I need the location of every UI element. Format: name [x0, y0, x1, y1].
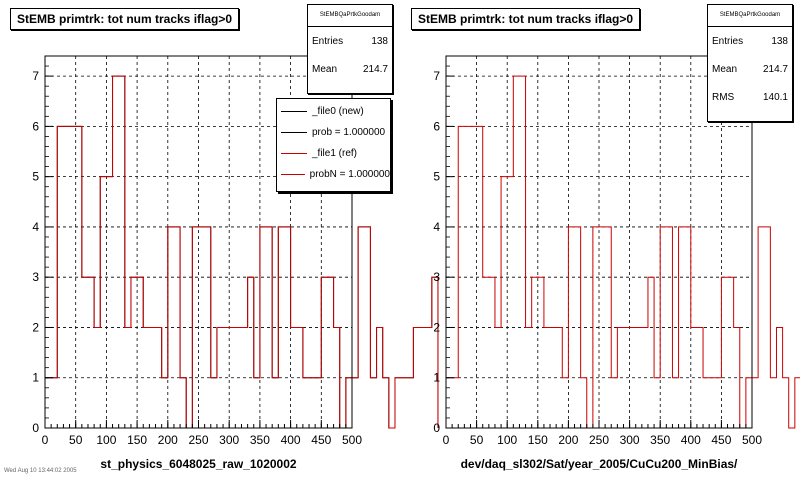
y-tick-label: 6	[32, 119, 39, 133]
x-tick-label: 350	[650, 433, 670, 447]
y-tick-label: 7	[32, 69, 39, 83]
left-stats-mean: Mean 214.7	[312, 63, 388, 75]
legend-label: probN = 1.000000	[309, 169, 390, 180]
y-tick-label: 7	[433, 69, 440, 83]
x-tick-label: 50	[69, 433, 83, 447]
x-tick-label: 150	[127, 433, 147, 447]
right-stats-entries: Entries 138	[712, 35, 788, 47]
x-axis-title: st_physics_6048025_raw_1020002	[100, 457, 296, 471]
x-tick-label: 400	[681, 433, 701, 447]
footer-timestamp: Wed Aug 10 13:44:02 2005	[4, 468, 77, 474]
left-legend: _file0 (new) prob = 1.000000 _file1 (ref) p…	[276, 98, 391, 192]
left-stats-label: StEMBQaPrtkGoodam	[308, 5, 392, 27]
x-tick-label: 450	[711, 433, 731, 447]
left-stats-box: StEMBQaPrtkGoodam Entries 138 Mean 214.7	[307, 4, 393, 94]
x-tick-label: 150	[528, 433, 548, 447]
right-stats-mean: Mean 214.7	[712, 63, 788, 75]
histogram-series	[44, 75, 439, 429]
legend-entry: prob = 1.000000	[277, 122, 390, 143]
x-tick-label: 50	[470, 433, 484, 447]
x-tick-label: 450	[311, 433, 331, 447]
y-tick-label: 3	[433, 270, 440, 284]
x-tick-label: 0	[42, 433, 49, 447]
y-tick-label: 5	[32, 170, 39, 184]
right-stats-box: StEMBQaPrtkGoodam Entries 138 Mean 214.7…	[707, 4, 793, 122]
legend-label: prob = 1.000000	[312, 127, 386, 138]
x-axis-title: dev/daq_sl302/Sat/year_2005/CuCu200_MinB…	[461, 457, 738, 471]
x-tick-label: 100	[96, 433, 116, 447]
y-tick-label: 1	[433, 371, 440, 385]
x-tick-label: 0	[443, 433, 450, 447]
legend-entry: _file1 (ref)	[277, 143, 390, 164]
y-tick-label: 4	[32, 220, 39, 234]
legend-swatch	[281, 132, 307, 133]
legend-label: _file1 (ref)	[312, 148, 358, 159]
histogram-series	[445, 75, 800, 429]
legend-swatch	[281, 174, 305, 175]
x-tick-label: 500	[342, 433, 362, 447]
right-plot: 0 50 100 150 200 250 300 350 400 450 500 0 1 2 3 4 5 6 7 de…	[433, 55, 800, 471]
y-tick-label: 5	[433, 170, 440, 184]
x-tick-label: 250	[188, 433, 208, 447]
legend-entry: _file0 (new)	[277, 101, 390, 122]
y-tick-label: 2	[433, 320, 440, 334]
right-plot-title: StEMB primtrk: tot num tracks iflag>0	[411, 8, 641, 30]
x-tick-label: 300	[620, 433, 640, 447]
x-tick-label: 250	[589, 433, 609, 447]
x-tick-label: 200	[158, 433, 178, 447]
y-tick-label: 4	[433, 220, 440, 234]
legend-label: _file0 (new)	[312, 106, 364, 117]
legend-swatch	[281, 153, 307, 154]
x-tick-label: 200	[558, 433, 578, 447]
legend-swatch	[281, 111, 307, 112]
x-tick-label: 400	[281, 433, 301, 447]
legend-entry: probN = 1.000000	[277, 164, 390, 185]
right-stats-label: StEMBQaPrtkGoodam	[708, 5, 792, 27]
y-tick-label: 6	[433, 119, 440, 133]
x-tick-label: 100	[497, 433, 517, 447]
y-tick-label: 0	[433, 421, 440, 435]
left-stats-entries: Entries 138	[312, 35, 388, 47]
y-tick-label: 0	[32, 421, 39, 435]
left-plot-title: StEMB primtrk: tot num tracks iflag>0	[10, 8, 240, 30]
y-tick-label: 3	[32, 270, 39, 284]
right-stats-rms: RMS 140.1	[712, 91, 788, 103]
x-tick-label: 350	[250, 433, 270, 447]
y-tick-label: 2	[32, 320, 39, 334]
x-tick-label: 300	[219, 433, 239, 447]
x-tick-label: 500	[742, 433, 762, 447]
y-tick-label: 1	[32, 371, 39, 385]
